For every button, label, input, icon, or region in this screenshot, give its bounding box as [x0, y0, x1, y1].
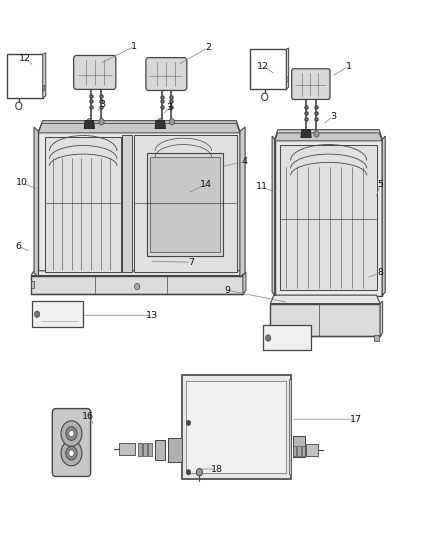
Bar	[262, 325, 311, 350]
Polygon shape	[43, 53, 46, 98]
Bar	[302, 446, 305, 456]
Bar	[293, 436, 305, 457]
Circle shape	[186, 420, 191, 425]
Text: 7: 7	[188, 258, 194, 266]
Polygon shape	[84, 120, 95, 128]
Polygon shape	[243, 272, 246, 294]
Polygon shape	[45, 136, 121, 272]
Bar	[143, 443, 147, 456]
Bar	[155, 440, 166, 460]
Bar	[32, 301, 83, 327]
Circle shape	[186, 470, 191, 475]
Polygon shape	[134, 135, 237, 272]
Polygon shape	[275, 139, 382, 296]
Circle shape	[314, 131, 319, 137]
Text: 12: 12	[19, 54, 32, 63]
Text: 1: 1	[346, 62, 352, 70]
Bar	[150, 157, 220, 252]
Polygon shape	[7, 54, 43, 98]
Text: 17: 17	[350, 415, 362, 424]
Circle shape	[265, 335, 271, 341]
FancyBboxPatch shape	[74, 55, 116, 90]
Text: 11: 11	[256, 182, 268, 191]
Circle shape	[69, 430, 74, 437]
Polygon shape	[31, 281, 34, 288]
Bar	[119, 443, 135, 455]
Circle shape	[87, 118, 92, 125]
Polygon shape	[286, 48, 289, 89]
Polygon shape	[39, 123, 240, 133]
Polygon shape	[275, 130, 382, 139]
Bar	[147, 152, 223, 256]
Polygon shape	[280, 144, 377, 290]
Bar	[289, 335, 294, 341]
Bar	[293, 446, 297, 456]
FancyBboxPatch shape	[292, 69, 330, 100]
Circle shape	[66, 446, 77, 460]
Polygon shape	[275, 133, 382, 141]
Text: 18: 18	[211, 465, 223, 473]
Circle shape	[170, 118, 175, 125]
Circle shape	[66, 426, 77, 440]
Circle shape	[158, 118, 163, 125]
Circle shape	[196, 469, 202, 476]
Circle shape	[304, 131, 309, 137]
Text: 10: 10	[16, 178, 28, 187]
Polygon shape	[39, 131, 240, 277]
Polygon shape	[382, 136, 385, 296]
FancyBboxPatch shape	[52, 409, 91, 477]
Bar	[374, 335, 379, 341]
Circle shape	[61, 440, 82, 466]
Bar	[148, 443, 152, 456]
Bar	[289, 379, 291, 474]
Circle shape	[261, 93, 268, 101]
Polygon shape	[39, 120, 240, 131]
Text: 6: 6	[15, 242, 21, 251]
Text: 13: 13	[145, 311, 158, 320]
Text: 12: 12	[258, 62, 269, 70]
Polygon shape	[43, 85, 45, 92]
Bar	[182, 375, 291, 479]
Polygon shape	[272, 136, 275, 296]
Text: 1: 1	[131, 42, 137, 51]
Bar	[138, 443, 142, 456]
Polygon shape	[286, 77, 289, 82]
Bar	[168, 438, 182, 462]
Polygon shape	[155, 120, 166, 128]
Circle shape	[99, 118, 104, 125]
Text: 16: 16	[81, 411, 94, 421]
Text: 14: 14	[200, 180, 212, 189]
Circle shape	[61, 421, 82, 446]
Polygon shape	[34, 127, 39, 277]
Polygon shape	[31, 271, 243, 276]
Bar	[297, 446, 301, 456]
Text: 3: 3	[99, 100, 106, 109]
Circle shape	[134, 284, 140, 290]
Circle shape	[16, 102, 22, 110]
Polygon shape	[270, 304, 380, 336]
Polygon shape	[270, 295, 380, 304]
FancyBboxPatch shape	[146, 58, 187, 91]
Text: 3: 3	[166, 103, 172, 112]
Text: 4: 4	[241, 157, 247, 166]
Polygon shape	[31, 276, 243, 294]
Text: 8: 8	[377, 268, 383, 277]
Circle shape	[35, 311, 40, 317]
Polygon shape	[251, 49, 286, 89]
Bar	[306, 444, 318, 456]
Bar	[186, 381, 286, 473]
Polygon shape	[122, 135, 132, 272]
Polygon shape	[380, 301, 383, 336]
Text: 3: 3	[330, 112, 336, 121]
Text: 5: 5	[377, 180, 383, 189]
Circle shape	[69, 450, 74, 456]
Text: 2: 2	[205, 43, 211, 52]
Text: 9: 9	[225, 286, 231, 295]
Bar	[280, 335, 285, 341]
Polygon shape	[301, 130, 311, 138]
Polygon shape	[240, 127, 245, 277]
